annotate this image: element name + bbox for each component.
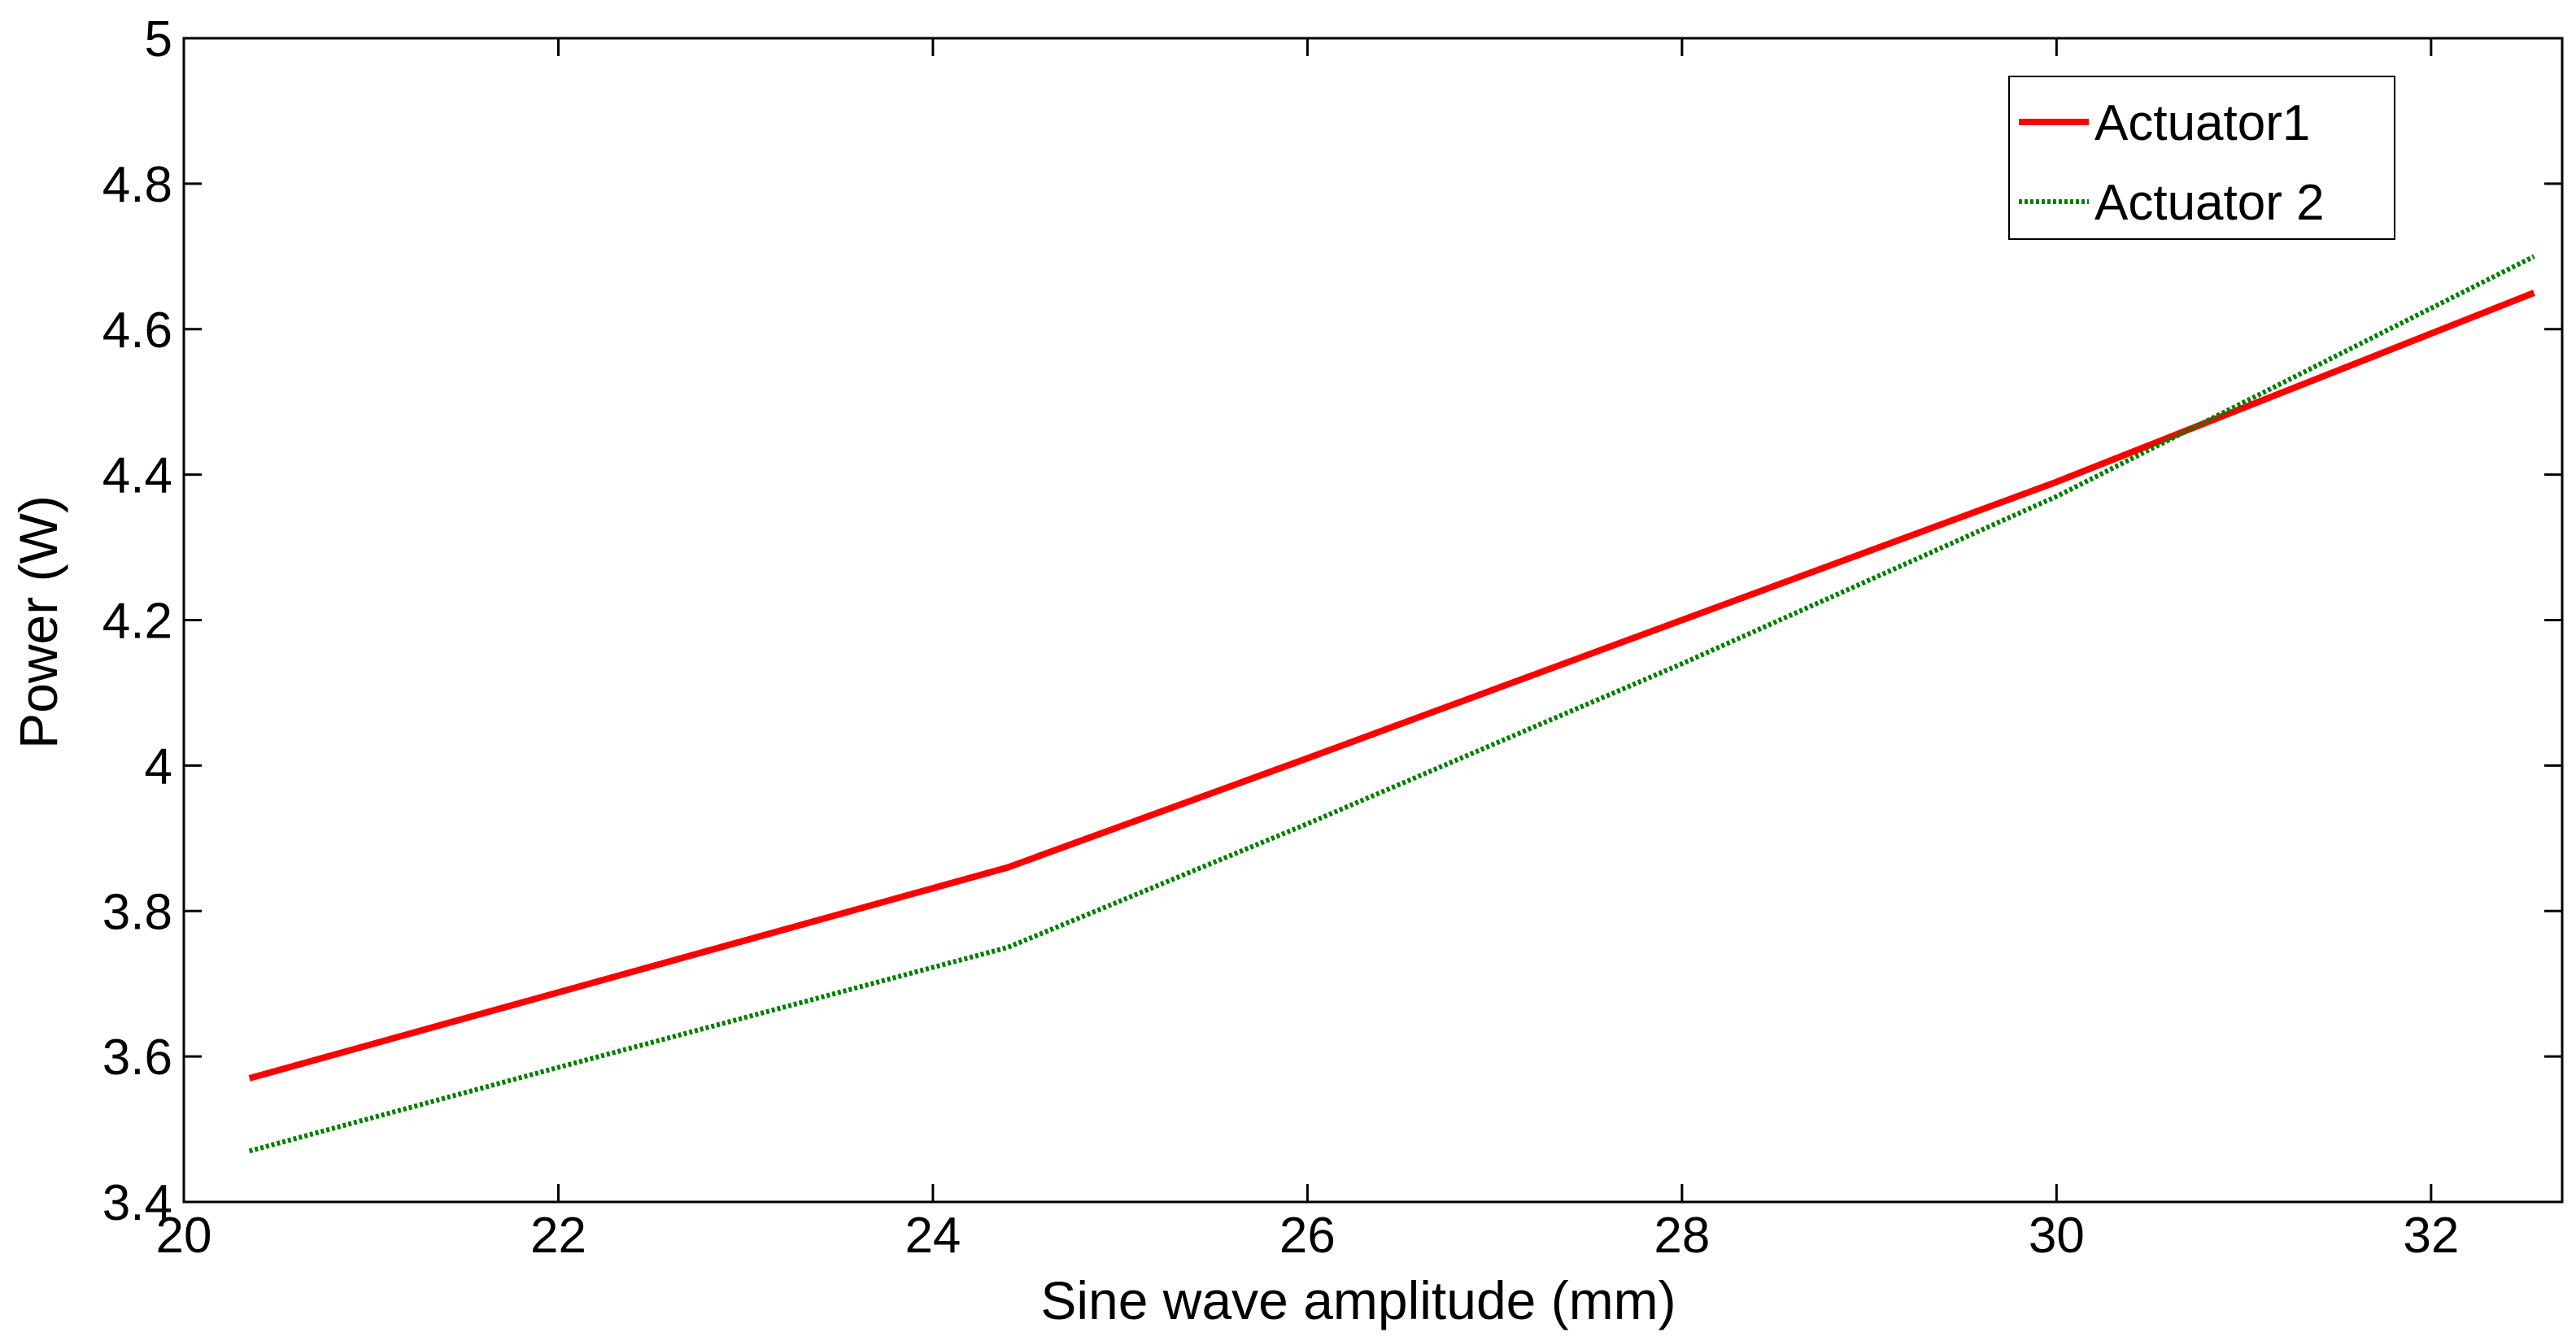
x-axis-title: Sine wave amplitude (mm) (1040, 1270, 1676, 1330)
legend-box (2008, 76, 2395, 240)
x-tick-label: 26 (1279, 1208, 1336, 1264)
y-tick-label: 3.8 (102, 884, 172, 940)
legend-label-actuator2: Actuator 2 (2094, 175, 2325, 231)
y-tick-label: 4.6 (102, 303, 172, 359)
y-tick-label: 4 (145, 738, 172, 795)
legend: Actuator1 Actuator 2 (2008, 76, 2395, 240)
y-tick-label: 5 (145, 11, 172, 67)
x-axis: 20 22 24 26 28 30 32 (156, 38, 2459, 1264)
y-axis-title: Power (W) (8, 495, 68, 749)
x-tick-label: 32 (2403, 1208, 2459, 1264)
legend-label-actuator1: Actuator1 (2094, 95, 2310, 151)
x-tick-label: 30 (2029, 1208, 2085, 1264)
x-tick-label: 28 (1654, 1208, 1710, 1264)
y-tick-label: 3.4 (102, 1175, 172, 1231)
series-line-1 (248, 290, 2535, 1082)
x-tick-label: 22 (530, 1208, 586, 1264)
y-tick-label: 4.8 (102, 157, 172, 213)
series-layer (248, 254, 2535, 1154)
y-tick-label: 4.2 (102, 594, 172, 650)
y-tick-label: 3.6 (102, 1030, 172, 1086)
x-tick-label: 24 (904, 1208, 961, 1264)
y-tick-label: 4.4 (102, 448, 172, 504)
series-line-2 (248, 254, 2535, 1154)
x-tick-label: 20 (156, 1208, 212, 1264)
y-axis: 3.4 3.6 3.8 4 4.2 4.4 4.6 4.8 5 (102, 11, 2562, 1231)
